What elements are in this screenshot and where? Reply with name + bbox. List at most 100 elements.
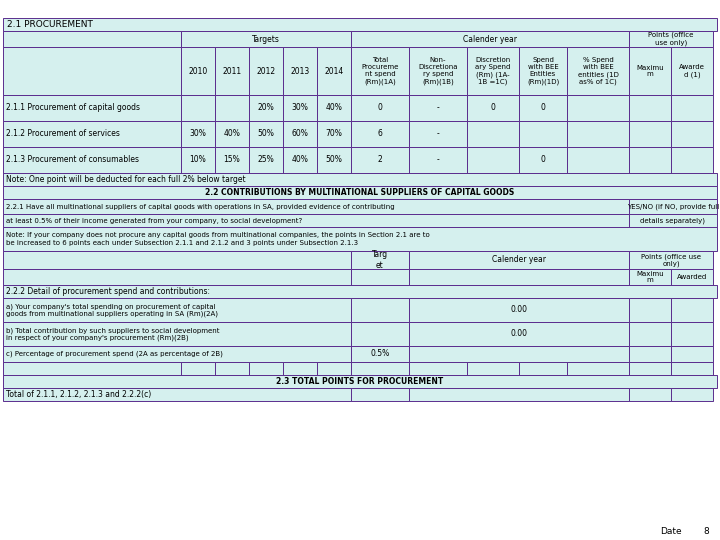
Bar xyxy=(317,47,351,95)
Text: Total of 2.1.1, 2.1.2, 2.1.3 and 2.2.2(c): Total of 2.1.1, 2.1.2, 2.1.3 and 2.2.2(c… xyxy=(6,390,151,399)
Bar xyxy=(351,298,409,322)
Text: Calender year: Calender year xyxy=(463,35,517,44)
Bar xyxy=(317,147,351,173)
Bar xyxy=(409,269,629,285)
Bar xyxy=(3,269,351,285)
Text: Spend
with BEE
Entities
(Rm)(1D): Spend with BEE Entities (Rm)(1D) xyxy=(527,57,559,85)
Text: Points (office use
only): Points (office use only) xyxy=(641,253,701,267)
Bar xyxy=(181,95,215,121)
Bar xyxy=(351,251,409,269)
Text: details separately): details separately) xyxy=(641,217,706,224)
Bar xyxy=(671,121,713,147)
Text: 2.1.2 Procurement of services: 2.1.2 Procurement of services xyxy=(6,130,120,138)
Bar xyxy=(629,47,671,95)
Text: 2.1 PROCUREMENT: 2.1 PROCUREMENT xyxy=(7,20,93,29)
Text: Date: Date xyxy=(660,528,682,537)
Bar xyxy=(215,121,249,147)
Bar xyxy=(567,147,629,173)
Bar xyxy=(317,121,351,147)
Bar xyxy=(629,147,671,173)
Bar xyxy=(409,121,467,147)
Text: 0.5%: 0.5% xyxy=(370,349,390,359)
Bar xyxy=(249,95,283,121)
Bar xyxy=(409,147,467,173)
Text: Discretion
ary Spend
(Rm) (1A-
1B =1C): Discretion ary Spend (Rm) (1A- 1B =1C) xyxy=(475,57,510,85)
Bar xyxy=(3,95,181,121)
Text: 2.1.1 Procurement of capital goods: 2.1.1 Procurement of capital goods xyxy=(6,104,140,112)
Bar xyxy=(409,95,467,121)
Bar xyxy=(629,121,671,147)
Bar xyxy=(671,269,713,285)
Text: 40%: 40% xyxy=(325,104,343,112)
Text: 0: 0 xyxy=(490,104,495,112)
Bar xyxy=(467,95,519,121)
Bar xyxy=(283,147,317,173)
Text: Points (office
use only): Points (office use only) xyxy=(648,32,693,46)
Bar xyxy=(351,269,409,285)
Text: Maximu
m: Maximu m xyxy=(636,271,664,284)
Bar xyxy=(215,147,249,173)
Bar xyxy=(3,375,717,388)
Bar xyxy=(671,322,713,346)
Bar xyxy=(519,362,567,375)
Bar xyxy=(215,47,249,95)
Text: Targ
et: Targ et xyxy=(372,251,388,269)
Bar xyxy=(3,298,351,322)
Bar xyxy=(519,95,567,121)
Text: Note: If your company does not procure any capital goods from multinational comp: Note: If your company does not procure a… xyxy=(6,233,430,246)
Bar xyxy=(409,388,629,401)
Text: 60%: 60% xyxy=(292,130,308,138)
Text: 0: 0 xyxy=(541,156,546,165)
Bar xyxy=(3,199,629,214)
Bar xyxy=(409,47,467,95)
Bar xyxy=(567,362,629,375)
Text: a) Your company's total spending on procurement of capital
goods from multinatio: a) Your company's total spending on proc… xyxy=(6,303,218,317)
Bar xyxy=(351,31,629,47)
Bar xyxy=(3,18,717,31)
Bar xyxy=(567,47,629,95)
Bar xyxy=(351,362,409,375)
Bar xyxy=(283,47,317,95)
Bar xyxy=(629,95,671,121)
Text: 2014: 2014 xyxy=(325,66,343,76)
Text: 40%: 40% xyxy=(292,156,308,165)
Bar xyxy=(3,322,351,346)
Bar xyxy=(629,31,713,47)
Bar xyxy=(3,173,717,186)
Bar xyxy=(671,298,713,322)
Text: 2: 2 xyxy=(377,156,382,165)
Bar xyxy=(519,47,567,95)
Bar xyxy=(3,251,351,269)
Text: at least 0.5% of their income generated from your company, to social development: at least 0.5% of their income generated … xyxy=(6,218,302,224)
Bar xyxy=(671,346,713,362)
Text: 8: 8 xyxy=(703,528,709,537)
Text: 0: 0 xyxy=(541,104,546,112)
Bar xyxy=(317,95,351,121)
Text: 2012: 2012 xyxy=(256,66,276,76)
Text: Awarde
d (1): Awarde d (1) xyxy=(679,64,705,78)
Text: Awarded: Awarded xyxy=(677,274,707,280)
Bar xyxy=(629,298,671,322)
Text: 20%: 20% xyxy=(258,104,274,112)
Bar xyxy=(567,95,629,121)
Text: 2.2.1 Have all multinational suppliers of capital goods with operations in SA, p: 2.2.1 Have all multinational suppliers o… xyxy=(6,204,395,210)
Bar xyxy=(409,362,467,375)
Text: -: - xyxy=(436,104,439,112)
Text: 30%: 30% xyxy=(292,104,308,112)
Text: 0: 0 xyxy=(377,104,382,112)
Bar xyxy=(671,147,713,173)
Bar xyxy=(467,47,519,95)
Bar xyxy=(3,214,629,227)
Text: -: - xyxy=(436,156,439,165)
Text: Targets: Targets xyxy=(252,35,280,44)
Bar xyxy=(409,322,629,346)
Bar xyxy=(181,47,215,95)
Text: 0.00: 0.00 xyxy=(510,306,528,314)
Bar xyxy=(317,362,351,375)
Bar xyxy=(671,95,713,121)
Bar xyxy=(567,121,629,147)
Bar xyxy=(3,147,181,173)
Text: 70%: 70% xyxy=(325,130,343,138)
Text: 2.3 TOTAL POINTS FOR PROCUREMENT: 2.3 TOTAL POINTS FOR PROCUREMENT xyxy=(276,377,444,386)
Bar xyxy=(519,121,567,147)
